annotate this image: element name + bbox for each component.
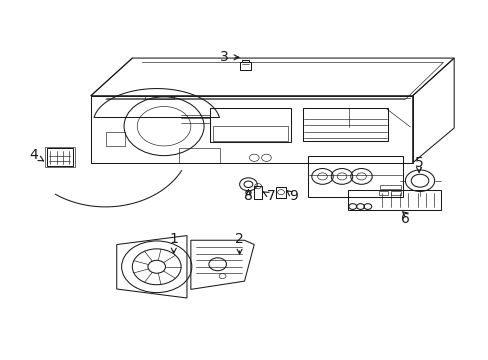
Text: 3: 3 [219,50,228,64]
Bar [212,126,288,140]
Bar [307,156,402,197]
Bar [46,148,73,166]
Bar [254,186,262,199]
Bar [347,190,440,211]
Bar [44,147,75,167]
Text: 2: 2 [235,232,244,246]
Bar [178,148,220,163]
Bar [144,96,173,99]
Bar [241,59,249,62]
Text: 8: 8 [244,189,252,203]
Bar [210,108,290,142]
Text: 4: 4 [29,148,38,162]
Bar [390,191,400,195]
Bar [379,185,400,189]
Bar [239,62,251,70]
Text: 1: 1 [169,232,178,246]
Text: 9: 9 [288,189,297,203]
Text: 6: 6 [400,212,409,226]
Text: 5: 5 [414,156,423,170]
Bar [378,191,387,195]
Text: 7: 7 [266,189,275,203]
Bar [303,108,387,141]
Bar [276,187,285,198]
